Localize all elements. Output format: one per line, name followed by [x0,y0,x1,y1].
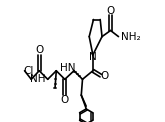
Text: N: N [89,52,97,62]
Text: O: O [35,45,43,55]
Text: NH: NH [30,74,45,84]
Text: O: O [61,95,69,105]
Text: NH₂: NH₂ [121,32,141,42]
Text: Cl: Cl [23,66,34,76]
Text: O: O [100,71,109,81]
Text: HN: HN [60,63,75,73]
Text: O: O [106,6,115,16]
